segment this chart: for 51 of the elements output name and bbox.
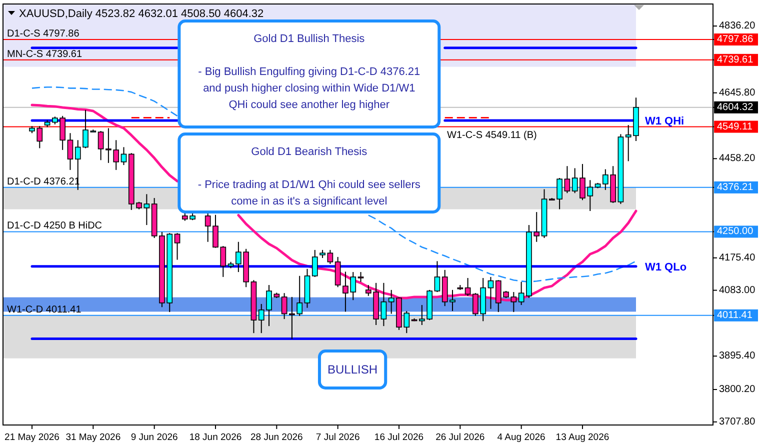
y-tick-label: 4175.40: [719, 252, 756, 264]
y-tick-label: 4549.11: [717, 121, 753, 132]
x-tick-label: 21 May 2026: [4, 432, 60, 443]
y-tick-label: 4836.20: [719, 20, 756, 32]
candlestick: [312, 249, 318, 278]
x-tick-label: 4 Aug 2026: [497, 432, 546, 443]
candlestick: [358, 272, 364, 282]
x-tick-label: 16 Jul 2026: [374, 432, 424, 443]
ref-line-label: D1-C-D 4250 B HiDC: [7, 220, 102, 232]
candlestick: [334, 256, 341, 288]
x-tick-label: 26 Jul 2026: [436, 432, 485, 443]
candlestick: [380, 282, 387, 327]
y-tick-label: 4011.41: [717, 310, 753, 321]
annotation: BULLISH: [328, 362, 378, 376]
x-tick-label: 18 Jun 2026: [189, 432, 242, 443]
y-tick-label: 4458.20: [719, 153, 756, 164]
candlestick: [120, 146, 127, 166]
y-tick-label: 4250.00: [717, 226, 754, 238]
candlestick: [327, 249, 334, 264]
y-tick-label: 4376.21: [717, 182, 754, 193]
candlestick: [98, 130, 104, 161]
series-label: W1 QHi: [645, 115, 684, 128]
ref-line-label: D1-C-S 4797.86: [7, 28, 80, 40]
x-tick-label: 31 May 2026: [66, 432, 121, 443]
y-tick-label: 4739.61: [717, 54, 754, 66]
candlestick: [488, 276, 494, 310]
y-tick-label: 4083.00: [719, 284, 756, 296]
candlestick: [144, 194, 150, 226]
y-tick-label: 3707.80: [719, 416, 756, 428]
x-tick-label: 9 Jun 2026: [130, 432, 178, 443]
candlestick: [434, 260, 440, 293]
ref-line-label: W1-C-S 4549.11 (B): [447, 130, 537, 141]
y-tick-label: 4645.80: [719, 87, 756, 98]
y-tick-label: 3895.40: [719, 350, 756, 362]
candlestick: [518, 281, 524, 306]
x-tick-label: 7 Jul 2026: [316, 432, 360, 443]
candlestick: [281, 292, 288, 320]
candlestick: [174, 232, 180, 260]
candlestick: [564, 166, 570, 194]
y-tick-label: 3800.20: [719, 384, 756, 395]
series-label: W1 QLo: [645, 261, 687, 274]
chart-title: XAUUSD,Daily 4523.82 4632.01 4508.50 4604.32: [19, 8, 264, 20]
x-tick-label: 28 Jun 2026: [250, 432, 303, 443]
candlestick: [67, 132, 74, 170]
y-tick-label: 4604.32: [717, 102, 754, 113]
text: Gold D1 Bearish Thesis - Price trading at D1/W1 Qhi could see sellers come in as it's a significant level: [198, 146, 420, 208]
text: Gold D1 Bullish Thesis - Big Bullish Engulfing giving D1-C-D 4376.21 and push higher closing within Wide D1/W1 QHi could see another leg higher: [198, 33, 420, 111]
candlestick: [464, 278, 471, 296]
ref-line-label: MN-C-S 4739.61: [7, 48, 82, 60]
y-tick-label: 4797.86: [717, 34, 754, 45]
x-tick-label: 13 Aug 2026: [556, 432, 610, 443]
